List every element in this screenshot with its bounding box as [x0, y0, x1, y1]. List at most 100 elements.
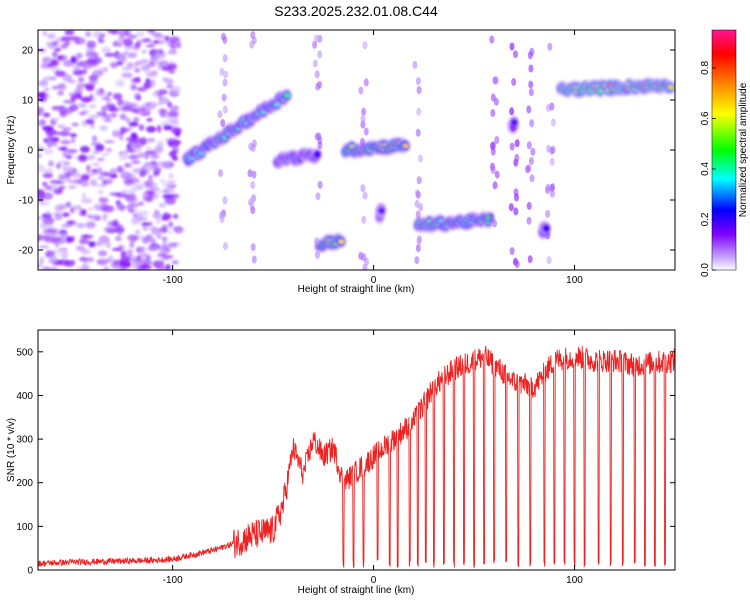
spectrogram-cell	[54, 180, 66, 185]
spectrogram-cell	[549, 189, 555, 198]
spectrogram-cell	[100, 113, 106, 121]
spectrogram-cell	[141, 222, 149, 227]
spectrogram-cell	[38, 107, 45, 115]
spectrogram-cell	[171, 157, 179, 161]
spectrogram-cell	[168, 221, 174, 228]
spectrogram-cell	[106, 30, 118, 34]
spectrogram-cell	[138, 201, 144, 206]
spectrogram-cell	[80, 145, 90, 153]
spectrogram-cell	[121, 189, 130, 194]
spectrogram-cell	[59, 130, 71, 137]
spectrogram-cell	[169, 193, 180, 199]
spectrogram-cell	[249, 40, 255, 49]
spectrogram-cell	[72, 205, 83, 210]
spectrogram-cell	[416, 86, 422, 95]
spectrogram-cell	[117, 98, 124, 107]
spectrogram-cell	[104, 52, 115, 57]
spectrogram-cell	[117, 229, 123, 236]
spectrogram-cell	[167, 110, 177, 118]
spectrogram-cell	[546, 144, 552, 153]
spectrogram-cell	[49, 58, 60, 67]
spectrogram-cell	[75, 222, 86, 229]
spectrogram-cell	[154, 209, 160, 214]
spectrogram-cell	[139, 137, 146, 144]
spectrogram-cell	[132, 217, 139, 224]
spectrogram-cell	[127, 34, 138, 39]
spectrogram-cell	[48, 160, 54, 167]
spectrogram-cell	[514, 260, 520, 269]
spectrogram-cell	[176, 42, 182, 49]
spectrogram-cell	[248, 142, 254, 151]
spectrogram-cell	[132, 213, 137, 217]
spectrogram-cell	[139, 112, 151, 116]
spectrogram-cell	[514, 139, 520, 148]
spectrogram-cell	[162, 77, 168, 82]
spectrogram-cell	[68, 36, 80, 41]
spectrogram-cell	[51, 106, 63, 112]
spectrogram-cell	[133, 144, 143, 149]
spectrogram-cell	[131, 77, 141, 84]
spectrogram-cell	[363, 78, 369, 87]
spectrogram-cell	[103, 266, 110, 270]
spectrogram-cell	[98, 235, 110, 244]
spectrogram-cell	[161, 224, 168, 233]
spectrogram-cell	[128, 121, 139, 127]
spectrogram-cell	[62, 212, 70, 217]
spectrogram-cell	[76, 82, 87, 89]
spectrogram-cell	[147, 245, 159, 252]
spectrogram-cell	[51, 117, 61, 122]
spectrogram-cell	[97, 39, 105, 43]
spectrogram-cell	[97, 157, 105, 162]
spectrogram-cell	[415, 190, 421, 199]
spectrogram-cell	[57, 90, 65, 96]
spectrogram-y-ticks: -20 -10 0 10 20	[19, 46, 675, 257]
spectrogram-cell	[57, 159, 69, 168]
spectrogram-cell	[250, 243, 256, 252]
spectrogram-cell	[509, 107, 515, 116]
spectrogram-cell	[526, 141, 532, 150]
spectrogram-cell	[147, 73, 160, 77]
spectrogram-cell	[38, 201, 50, 206]
spectrogram-cell	[415, 210, 421, 219]
spectrogram-cell	[152, 260, 165, 268]
spectrogram-cell	[41, 57, 51, 64]
spectrogram-cell	[40, 62, 50, 69]
spectrogram-cell	[170, 85, 182, 93]
spectrogram-cell	[142, 81, 153, 89]
figure-title: S233.2025.232.01.08.C44	[274, 3, 438, 19]
spectrogram-cell	[38, 164, 45, 172]
spectrogram-cell	[121, 172, 127, 177]
spectrogram-cell	[314, 70, 320, 79]
spectrogram-cell	[70, 94, 77, 102]
spectrogram-cell	[151, 154, 160, 159]
spectrogram-cell	[166, 229, 174, 235]
snr-x-label: Height of straight line (km)	[298, 585, 415, 596]
spectrogram-cell	[218, 169, 223, 178]
spectrogram-cell	[154, 90, 159, 96]
x-tick-label: 0	[371, 575, 377, 586]
spectrogram-cell	[69, 171, 82, 178]
spectrogram-cell	[361, 253, 367, 262]
spectrogram-cell	[42, 31, 48, 36]
spectrogram-cell	[71, 122, 79, 127]
spectrogram-cell	[146, 30, 156, 34]
spectrogram-cell	[135, 94, 142, 101]
spectrogram-cell	[509, 42, 515, 51]
spectrogram-cell	[169, 118, 180, 126]
spectrogram-cell	[140, 59, 149, 63]
spectrogram-cell	[402, 143, 409, 149]
spectrogram-cell	[91, 169, 99, 173]
spectrogram-cell	[132, 116, 140, 123]
spectrogram-cell	[338, 239, 345, 245]
spectrogram-cell	[79, 111, 86, 116]
spectrogram-cell	[91, 163, 101, 166]
spectrogram-cell	[120, 266, 126, 270]
spectrogram-cell	[527, 255, 533, 264]
spectrogram-cell	[113, 259, 120, 267]
spectrogram-cell	[526, 105, 532, 114]
spectrogram-cell	[284, 92, 291, 98]
spectrogram-cell	[315, 251, 320, 260]
spectrogram-cell	[139, 251, 148, 258]
spectrogram-cell	[39, 257, 44, 265]
